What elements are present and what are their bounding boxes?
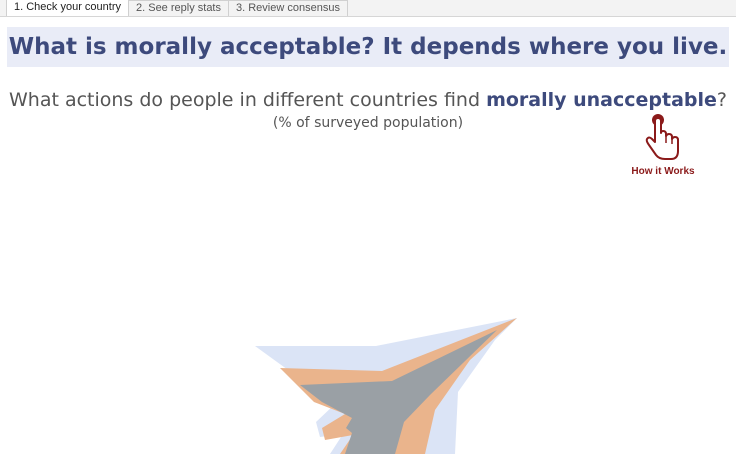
question-prefix: What actions do people in different coun… — [8, 89, 487, 111]
how-it-works-button[interactable]: How it Works — [620, 112, 706, 180]
question-suffix: ? — [716, 89, 728, 111]
question-emphasis: morally unacceptable — [486, 89, 717, 111]
tab-see-reply-stats[interactable]: 2. See reply stats — [129, 0, 229, 16]
tab-review-consensus[interactable]: 3. Review consensus — [229, 0, 348, 16]
question-heading: What actions do people in different coun… — [0, 89, 736, 111]
tab-check-your-country[interactable]: 1. Check your country — [6, 0, 129, 16]
radar-inner-area — [300, 330, 497, 454]
pointing-hand-icon — [645, 114, 679, 160]
title-banner: What is morally acceptable? It depends w… — [7, 27, 729, 67]
page-title: What is morally acceptable? It depends w… — [8, 34, 728, 60]
tab-bar: 1. Check your country 2. See reply stats… — [0, 0, 736, 17]
how-it-works-label: How it Works — [631, 166, 695, 177]
question-subtitle: (% of surveyed population) — [272, 115, 464, 131]
